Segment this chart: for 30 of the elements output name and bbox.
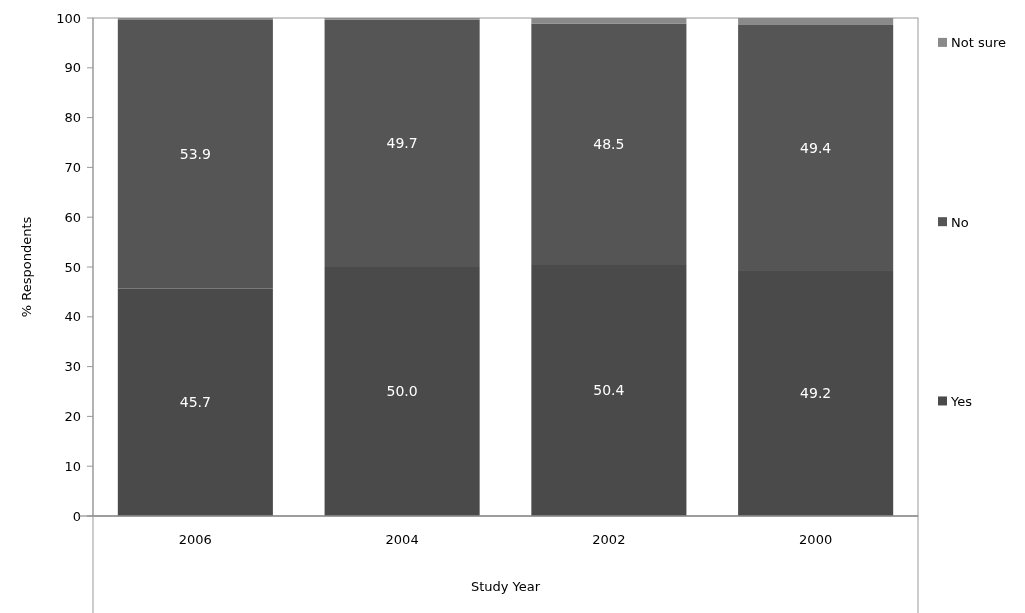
legend-label: Yes xyxy=(950,394,973,410)
y-tick-label: 30 xyxy=(64,359,81,375)
data-label: 49.7 xyxy=(386,135,418,152)
data-label: 45.7 xyxy=(179,394,211,411)
y-tick-label: 40 xyxy=(64,309,81,325)
y-tick-label: 20 xyxy=(64,408,81,424)
legend-label: No xyxy=(951,214,969,230)
y-tick-label: 90 xyxy=(64,60,81,76)
bar xyxy=(531,18,687,24)
data-label: 49.4 xyxy=(800,139,832,156)
x-tick-label: 2004 xyxy=(385,532,419,547)
data-label: 49.2 xyxy=(800,385,832,402)
y-tick-label: 0 xyxy=(72,508,81,524)
x-tick-label: 2006 xyxy=(178,532,212,547)
y-tick-label: 10 xyxy=(64,458,81,474)
y-tick-label: 60 xyxy=(64,209,81,225)
data-label: 50.4 xyxy=(593,382,625,399)
y-tick-label: 50 xyxy=(64,259,81,275)
data-label: 50.0 xyxy=(386,383,418,400)
bar xyxy=(738,18,894,25)
x-tick-label: 2002 xyxy=(592,532,626,547)
y-tick-label: 80 xyxy=(64,110,81,126)
y-tick-label: 70 xyxy=(64,159,81,175)
y-tick-label: 100 xyxy=(56,10,81,26)
y-axis-title: % Respondents xyxy=(19,216,34,318)
legend-label: Not sure xyxy=(951,35,1006,51)
x-tick-label: 2000 xyxy=(799,532,833,547)
data-label: 48.5 xyxy=(593,136,625,153)
x-axis-title: Study Year xyxy=(470,579,541,594)
data-label: 53.9 xyxy=(179,146,211,163)
